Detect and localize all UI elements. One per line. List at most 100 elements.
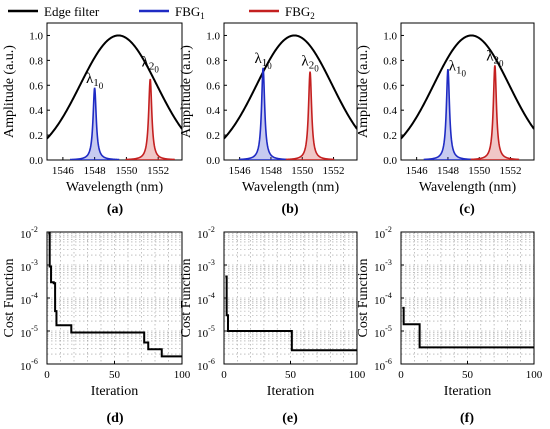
- y-axis-label: Amplitude (a.u.): [356, 45, 371, 138]
- y-tick-label: 0.0: [206, 155, 220, 167]
- panel-label: (f): [460, 411, 474, 426]
- gridlines: [47, 232, 182, 364]
- peak-annotation-sub2: 0: [154, 65, 159, 75]
- y-axis-label: Amplitude (a.u.): [179, 45, 194, 138]
- y-tick-label: 0.4: [383, 105, 397, 117]
- y-axis-label: Cost Function: [2, 259, 17, 338]
- y-tick-exponent: -5: [31, 324, 38, 333]
- chart-panels: 1546 1548 1550 1552 0.0 0.2 0.4 0.6 0.8 1.0 Wavele…: [2, 22, 543, 426]
- y-tick-label: 1.0: [29, 30, 43, 42]
- x-axis-label: Wavelength (nm): [419, 180, 517, 195]
- panel-label: (d): [106, 411, 123, 426]
- plot-area: [47, 34, 182, 160]
- plot-area: [48, 232, 182, 358]
- axes-frame: [400, 22, 535, 161]
- y-axis-label: Cost Function: [356, 259, 371, 338]
- y-tick-label: 10-5: [374, 324, 392, 340]
- legend-label: FBG2: [285, 4, 315, 21]
- plot-area: [402, 306, 534, 349]
- legend: Edge filter FBG1 FBG2: [8, 4, 315, 21]
- axes-frame: [223, 22, 358, 161]
- gridlines: [401, 232, 534, 364]
- peak-annotation: λ10: [449, 58, 467, 78]
- series-fbg1: [70, 87, 120, 160]
- plot-area: [224, 34, 357, 160]
- y-tick-label: 10-6: [197, 357, 215, 373]
- x-tick-label: 50: [462, 369, 474, 381]
- legend-label-sub: 1: [200, 11, 205, 21]
- peak-annotation-sub: 2: [149, 61, 155, 73]
- x-tick-label: 100: [174, 369, 191, 381]
- x-axis-label: Iteration: [91, 384, 138, 399]
- y-tick-label: 0.0: [383, 155, 397, 167]
- y-tick-label: 0.2: [383, 130, 397, 142]
- y-tick-label: 10-2: [197, 225, 215, 241]
- x-tick-label: 50: [285, 369, 297, 381]
- peak-annotation-sub: 1: [93, 77, 99, 89]
- x-tick-label: 1548: [260, 165, 283, 177]
- y-tick-label: 1.0: [206, 30, 220, 42]
- series-cost: [402, 306, 534, 349]
- y-tick-label: 10-3: [374, 258, 392, 274]
- chart-panel: 1546 1548 1550 1552 0.0 0.2 0.4 0.6 0.8 1.0 Wavele…: [356, 22, 535, 217]
- x-tick-label: 1552: [323, 165, 345, 177]
- y-tick-label: 10-4: [197, 291, 215, 307]
- chart-panel: 0 50 100 10-6 10-5 10-4 10-3 10-2 Iteration Cost …: [356, 225, 543, 426]
- y-tick-label: 0.8: [29, 55, 43, 67]
- peak-annotation-sub: 2: [309, 59, 315, 71]
- series-edge-filter: [224, 34, 357, 140]
- x-tick-label: 100: [349, 369, 366, 381]
- y-tick-label: 10-6: [20, 357, 38, 373]
- series-fbg2: [470, 65, 520, 160]
- peak-annotation-sub: 1: [262, 57, 268, 69]
- y-tick-exponent: -4: [208, 291, 215, 300]
- series-fbg2: [285, 71, 335, 160]
- y-tick-exponent: -6: [208, 357, 215, 366]
- panel-label: (e): [282, 411, 298, 426]
- x-tick-label: 1552: [147, 165, 169, 177]
- y-tick-label: 0.2: [206, 130, 220, 142]
- y-tick-label: 0.6: [383, 80, 397, 92]
- chart-panel: 0 50 100 10-6 10-5 10-4 10-3 10-2 Iteration Cost …: [179, 225, 366, 426]
- series-cost: [225, 275, 357, 352]
- peak-annotation-sub2: 0: [314, 63, 319, 73]
- panel-label: (a): [107, 202, 124, 217]
- peak-annotation-sub2: 0: [267, 61, 272, 71]
- chart-panel: 1546 1548 1550 1552 0.0 0.2 0.4 0.6 0.8 1.0 Wavele…: [179, 22, 358, 217]
- y-tick-label: 1.0: [383, 30, 397, 42]
- x-tick-label: 1548: [437, 165, 460, 177]
- y-tick-label: 10-3: [20, 258, 38, 274]
- y-tick-label: 10-3: [197, 258, 215, 274]
- y-tick-exponent: -6: [385, 357, 392, 366]
- peak-annotation-sub2: 0: [99, 81, 104, 91]
- y-tick-exponent: -3: [31, 258, 38, 267]
- y-tick-exponent: -2: [208, 225, 215, 234]
- y-tick-exponent: -2: [31, 225, 38, 234]
- peak-annotation: λ10: [86, 71, 104, 91]
- plot-area: [401, 34, 534, 160]
- y-tick-exponent: -3: [208, 258, 215, 267]
- peak-annotation-sub2: 0: [461, 68, 466, 78]
- x-tick-label: 1550: [291, 165, 314, 177]
- peak-annotation-sub: 2: [494, 54, 500, 66]
- peak-annotation-sub: 1: [456, 64, 462, 76]
- x-tick-label: 1548: [84, 165, 107, 177]
- x-tick-label: 50: [109, 369, 121, 381]
- y-tick-label: 10-5: [197, 324, 215, 340]
- series-edge-filter: [401, 34, 534, 140]
- y-tick-exponent: -4: [31, 291, 38, 300]
- x-tick-label: 1550: [115, 165, 138, 177]
- legend-label: FBG1: [175, 4, 205, 21]
- y-tick-label: 10-6: [374, 357, 392, 373]
- y-tick-label: 0.6: [206, 80, 220, 92]
- y-tick-label: 0.0: [29, 155, 43, 167]
- legend-label: Edge filter: [44, 4, 100, 19]
- x-tick-label: 1552: [500, 165, 522, 177]
- y-tick-label: 10-4: [20, 291, 38, 307]
- y-tick-label: 0.2: [29, 130, 43, 142]
- series-fbg2: [125, 78, 175, 160]
- axes-frame: [46, 22, 183, 161]
- series-fbg1: [423, 68, 473, 160]
- y-tick-exponent: -5: [208, 324, 215, 333]
- series-fbg1: [238, 67, 288, 160]
